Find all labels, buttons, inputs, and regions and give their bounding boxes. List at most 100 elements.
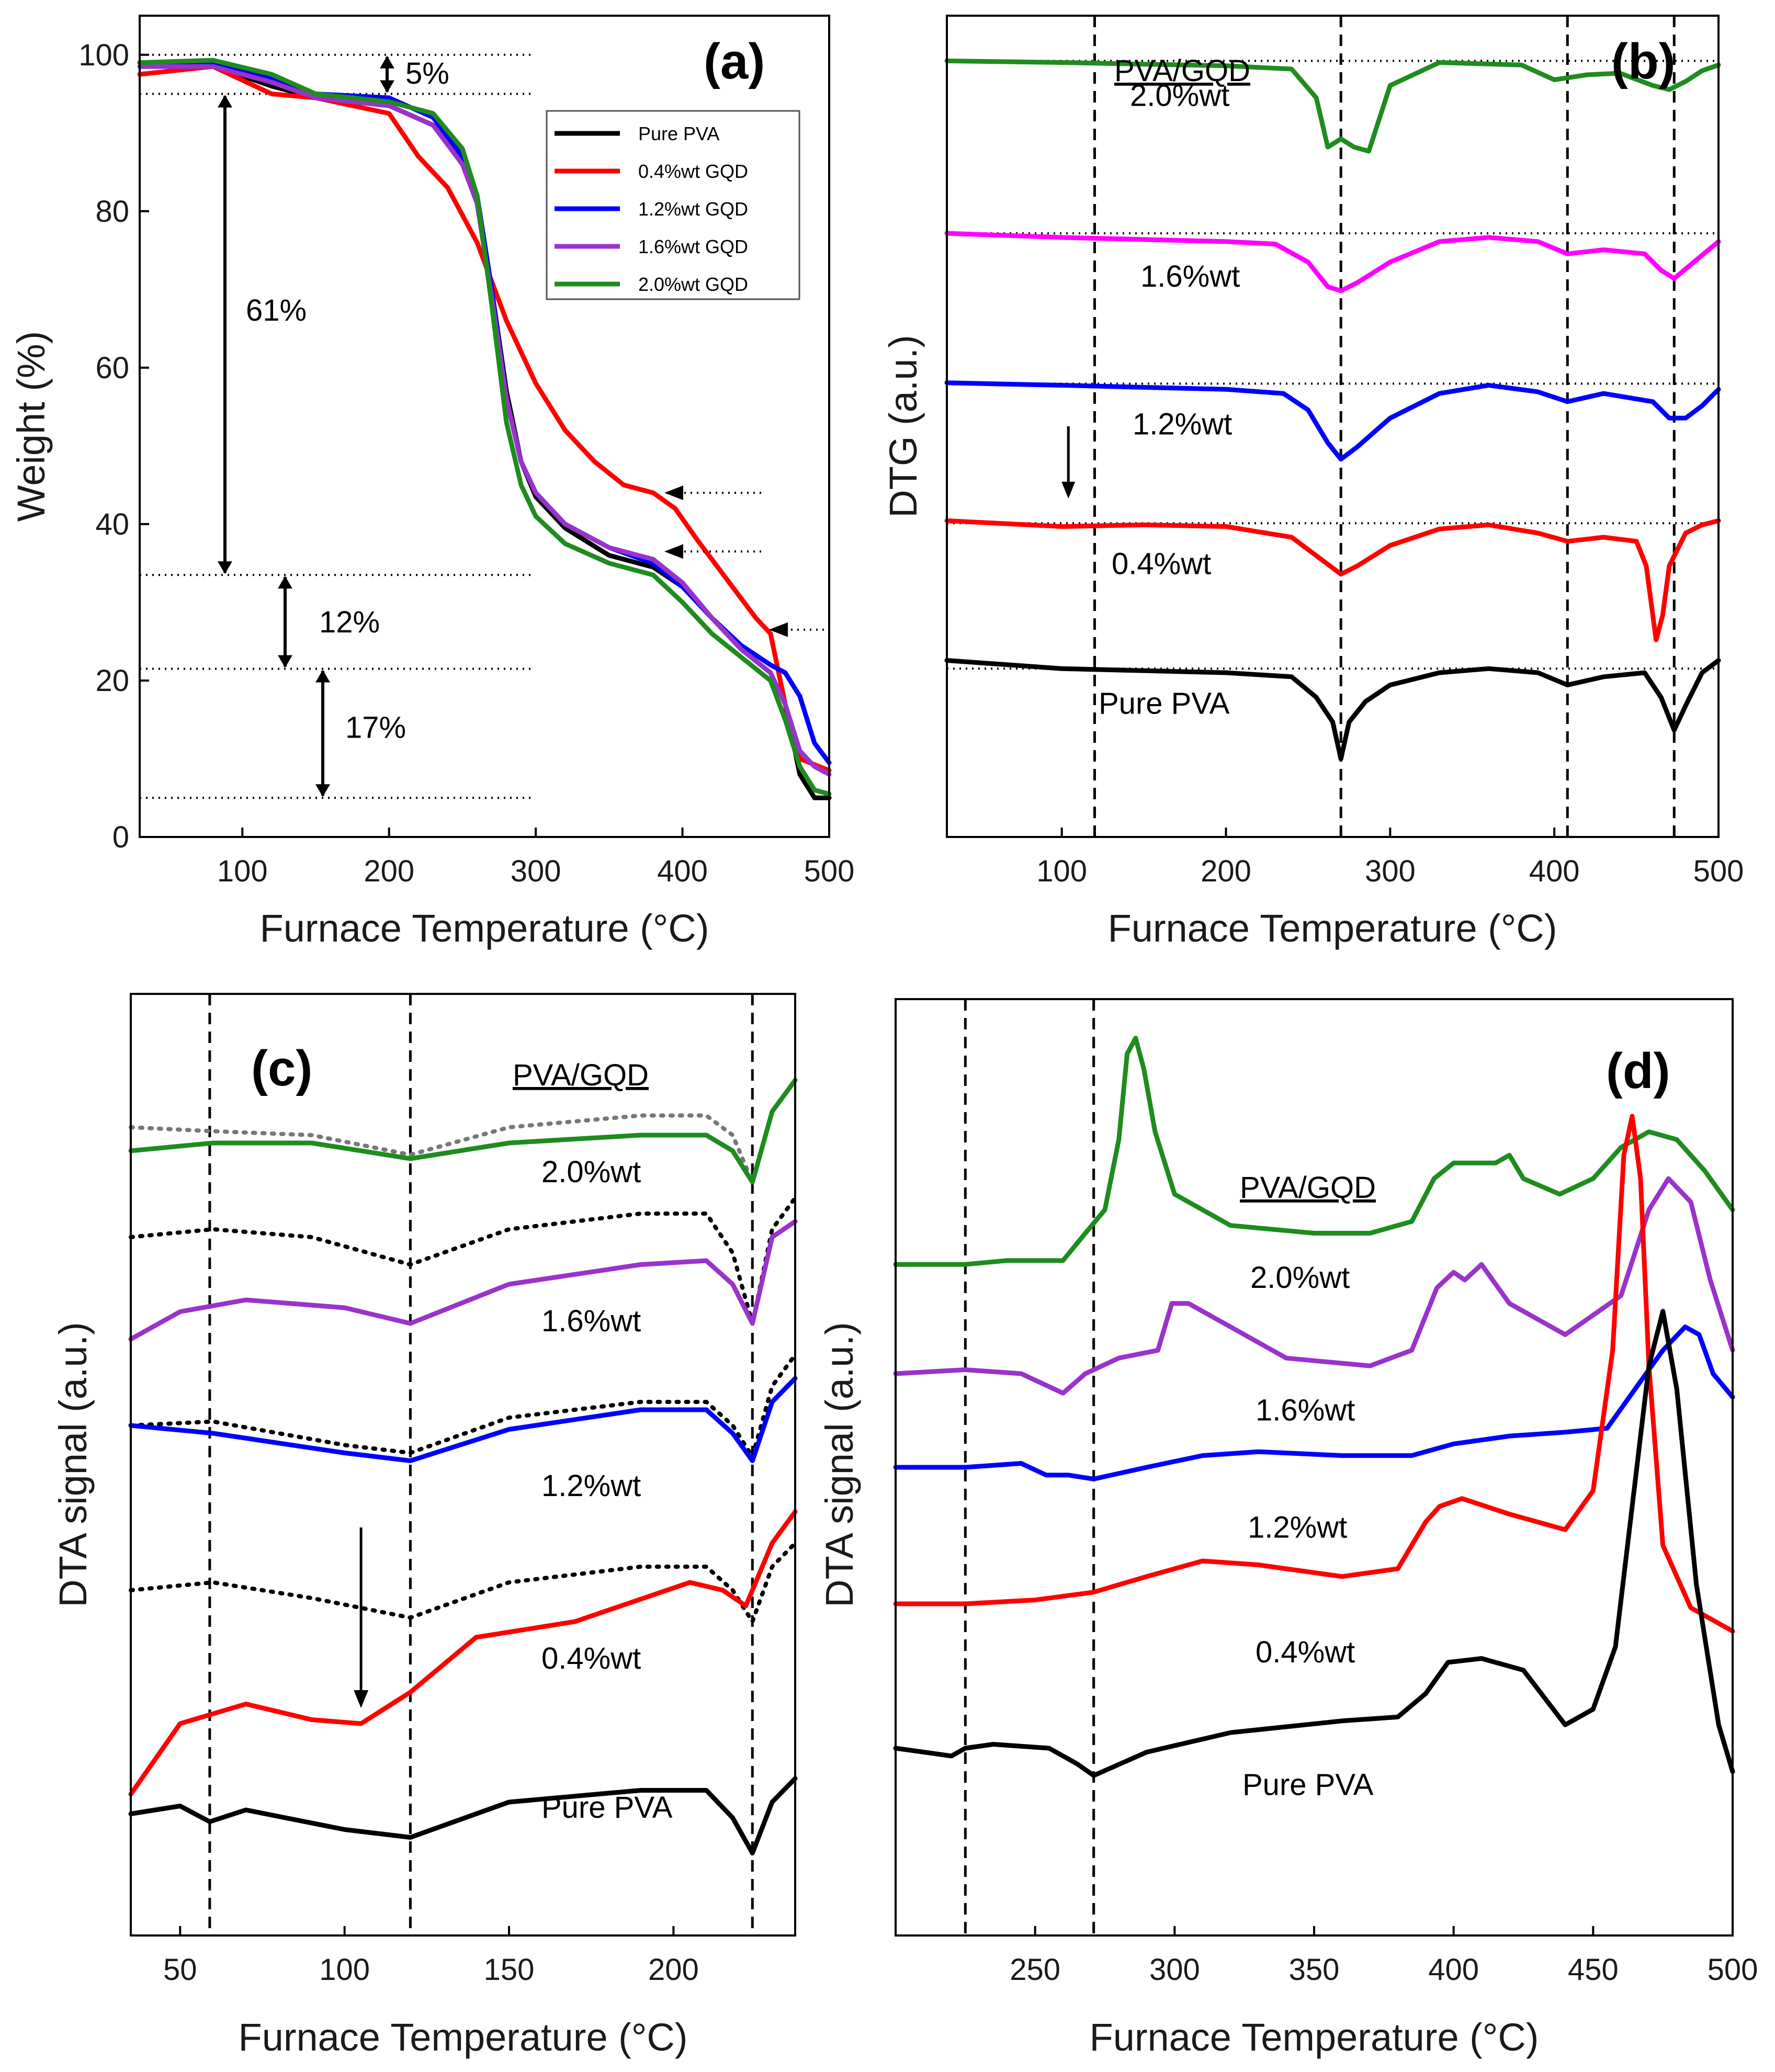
x-tick-label: 500 — [1708, 1953, 1758, 1987]
legend-entry: 0.4%wt GQD — [638, 161, 748, 182]
weight-curve-2-0-wt-gqd — [137, 58, 832, 797]
dta-curve-1-6-wt — [128, 1219, 798, 1342]
curve-label: 1.2%wt — [1248, 1510, 1347, 1544]
dtg-curve-pure-pva — [944, 658, 1721, 762]
curve-label: 2.0%wt — [541, 1155, 641, 1189]
curve-label: 0.4%wt — [1256, 1635, 1355, 1669]
weight-curve-1-6-wt-gqd — [137, 64, 832, 777]
curve-label: Pure PVA — [541, 1791, 673, 1825]
x-tick-label: 150 — [484, 1953, 535, 1987]
span-label: 5% — [405, 56, 449, 90]
arrow-head-icon — [315, 784, 330, 797]
x-tick-label: 400 — [1529, 854, 1580, 888]
reference-dotted-curve — [129, 1196, 797, 1324]
panel-d-group-label: PVA/GQD — [1240, 1171, 1376, 1205]
span-label: 61% — [246, 293, 307, 327]
dta-curve-2-0-wt — [128, 1078, 798, 1185]
arrow-head-icon — [218, 561, 232, 574]
dta-curve-1-2-wt — [128, 1376, 798, 1463]
x-tick-label: 200 — [648, 1953, 699, 1987]
x-tick-label: 450 — [1568, 1953, 1619, 1987]
curve-label: 1.6%wt — [1256, 1394, 1355, 1428]
panel-b-xlabel: Furnace Temperature (°C) — [1108, 907, 1557, 950]
reference-dotted-curve — [129, 1541, 797, 1627]
span-label: 12% — [319, 605, 380, 639]
arrow-head-icon — [278, 576, 292, 589]
panel-a-frame — [139, 15, 830, 838]
x-tick-label: 400 — [1428, 1953, 1479, 1987]
curve-label: Pure PVA — [1242, 1768, 1374, 1802]
dtg-curve-1-2-wt — [944, 380, 1721, 462]
arrow-head-icon — [380, 80, 394, 93]
curve-label: 0.4%wt — [541, 1641, 641, 1675]
panel-a-legend: Pure PVA 0.4%wt GQD 1.2%wt GQD 1.6%wt GQD 2.… — [546, 110, 800, 300]
panel-d-label: (d) — [1606, 1043, 1670, 1099]
legend-entry: Pure PVA — [638, 123, 719, 144]
dtg-curve-0-4-wt — [944, 518, 1721, 642]
panel-a-weight-chart: 100 200 300 400 500 0 20 40 60 80 100 (a) Furnace … — [9, 15, 855, 950]
curve-label: 0.4%wt — [1112, 547, 1211, 581]
panel-b-dtg-chart: 100 200 300 400 500 (b) PVA/GQD Furnace Temp… — [881, 15, 1744, 950]
dtg-curve-2-0-wt — [944, 58, 1721, 154]
arrow-head-icon — [218, 95, 232, 108]
y-tick-label: 40 — [95, 507, 129, 541]
x-tick-label: 100 — [319, 1953, 370, 1987]
y-tick-label: 20 — [95, 664, 129, 698]
arrow-head-icon — [278, 655, 292, 668]
dta-curve-0-4-wt — [128, 1509, 798, 1797]
y-tick-label: 100 — [78, 38, 129, 72]
arrow-head-icon — [380, 55, 394, 69]
dta-curve-1-2-wt — [893, 1324, 1735, 1481]
curve-label: 1.6%wt — [541, 1304, 641, 1338]
curve-label: 2.0%wt — [1130, 79, 1229, 113]
legend-entry: 1.2%wt GQD — [638, 198, 748, 220]
y-tick-label: 80 — [95, 195, 129, 229]
x-tick-label: 200 — [1201, 854, 1251, 888]
x-tick-label: 400 — [657, 854, 708, 888]
legend-entry: 2.0%wt GQD — [638, 274, 748, 295]
y-tick-label: 60 — [95, 351, 129, 385]
panel-c-group-label: PVA/GQD — [513, 1058, 649, 1092]
panel-a-xlabel: Furnace Temperature (°C) — [260, 907, 709, 950]
reference-dotted-curve — [129, 1113, 755, 1184]
dta-curve-0-4-wt — [893, 1114, 1735, 1634]
x-tick-label: 300 — [511, 854, 561, 888]
dta-curve-2-0-wt — [893, 1036, 1735, 1267]
x-tick-label: 300 — [1149, 1953, 1200, 1987]
curve-label: Pure PVA — [1099, 687, 1230, 721]
legend-box — [546, 110, 800, 300]
arrow-head-icon — [354, 1690, 369, 1708]
x-tick-label: 350 — [1289, 1953, 1340, 1987]
curve-label: 2.0%wt — [1250, 1261, 1350, 1295]
x-tick-label: 250 — [1010, 1953, 1060, 1987]
x-tick-label: 50 — [163, 1953, 197, 1987]
arrow-head-icon — [769, 622, 788, 637]
panel-c-dta-chart: 50 100 150 200 (c) PVA/GQD Furnace Temperat… — [51, 993, 798, 2059]
panel-d-xlabel: Furnace Temperature (°C) — [1090, 2016, 1539, 2059]
weight-curve-0-4-wt-gqd — [137, 64, 832, 773]
reference-dotted-curve — [129, 1353, 797, 1462]
panel-b-frame — [946, 15, 1720, 838]
panel-d-ylabel: DTA signal (a.u.) — [818, 1322, 861, 1607]
panel-c-xlabel: Furnace Temperature (°C) — [239, 2016, 688, 2059]
x-tick-label: 300 — [1365, 854, 1416, 888]
x-tick-label: 500 — [1693, 854, 1744, 888]
panel-b-label: (b) — [1611, 33, 1676, 89]
curve-label: 1.2%wt — [541, 1469, 641, 1503]
x-tick-label: 500 — [804, 854, 855, 888]
panel-c-label: (c) — [251, 1040, 312, 1096]
arrow-head-icon — [664, 485, 683, 501]
span-label: 17% — [345, 711, 406, 745]
panel-c-ylabel: DTA signal (a.u.) — [51, 1322, 95, 1607]
dtg-curve-1-6-wt — [944, 231, 1721, 293]
panel-b-group-label: PVA/GQD — [1114, 54, 1250, 88]
dta-curve-pure-pva — [128, 1776, 798, 1855]
panel-a-ylabel: Weight (%) — [9, 331, 53, 522]
panel-a-label: (a) — [704, 33, 765, 89]
curve-label: 1.2%wt — [1133, 407, 1232, 441]
x-tick-label: 100 — [1036, 854, 1087, 888]
arrow-head-icon — [315, 670, 330, 683]
arrow-head-icon — [664, 544, 683, 559]
x-tick-label: 200 — [364, 854, 414, 888]
